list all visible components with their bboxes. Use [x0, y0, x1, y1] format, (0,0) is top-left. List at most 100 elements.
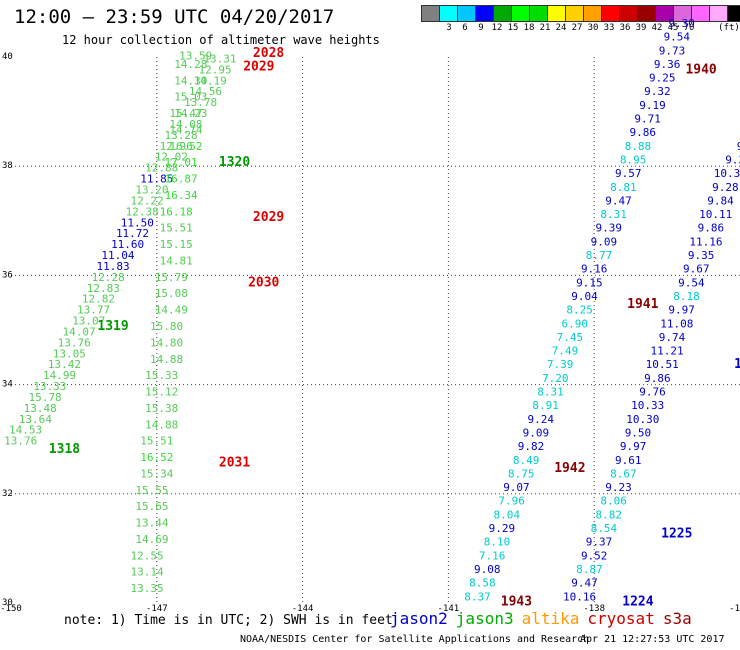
wave-height-value: 9.35: [688, 249, 715, 262]
wave-height-value: 12.83: [87, 282, 120, 295]
wave-height-value: 8.91: [532, 399, 559, 412]
wave-height-value: 15.03: [174, 91, 207, 104]
color-scale-label: 9: [478, 23, 484, 33]
wave-height-value: 13.77: [77, 304, 110, 317]
wave-height-value: 8.67: [610, 467, 637, 480]
color-scale-label: 12: [491, 23, 503, 33]
wave-height-value: 10.32: [714, 167, 740, 180]
wave-height-value: 12.55: [131, 549, 164, 562]
pass-time-label: 1225: [661, 526, 692, 541]
wave-height-value: 9.97: [668, 304, 695, 317]
wave-height-value: 10.11: [699, 208, 732, 221]
wave-height-value: 7.96: [498, 495, 525, 508]
wave-height-value: 7.20: [542, 372, 569, 385]
wave-height-value: 14.74: [169, 123, 202, 136]
x-axis-ticks: -150 -147 -144 -141 -138 -135: [0, 604, 740, 614]
color-scale-label: 36: [619, 23, 631, 33]
wave-height-value: 15.80: [150, 320, 183, 333]
wave-height-value: 9.47: [605, 194, 632, 207]
wave-height-value: 13.76: [58, 336, 91, 349]
y-axis-ticks: 30 32 34 36 38 40: [2, 52, 13, 608]
wave-height-value: 11.08: [660, 317, 693, 330]
wave-height-value: 15.65: [135, 500, 168, 513]
wave-height-value: 8.04: [493, 508, 520, 521]
wave-height-value: 16.34: [165, 189, 198, 202]
wave-height-value: 13.76: [4, 435, 37, 448]
grid-lines: [11, 57, 740, 603]
wave-height-value: 16.18: [160, 205, 193, 218]
wave-height-value: 8.31: [537, 386, 564, 399]
wave-height-value: 12.02: [155, 151, 188, 164]
wave-height-value: 9.04: [571, 290, 598, 303]
wave-height-value: 14.07: [62, 325, 95, 338]
wave-height-value: 12.22: [131, 194, 164, 207]
wave-height-value: 14.80: [150, 336, 183, 349]
y-tick-label: 36: [2, 270, 13, 280]
wave-height-value: 11.21: [651, 345, 684, 358]
wave-height-value: 9.28: [712, 181, 739, 194]
wave-height-value: 11.72: [116, 227, 149, 240]
wave-height-value: 10.16: [563, 590, 596, 603]
wave-height-value: 8.87: [576, 563, 603, 576]
wave-height-value: 13.28: [165, 129, 198, 142]
wave-height-value: 7.39: [547, 358, 574, 371]
wave-height-value: 15.51: [140, 435, 173, 448]
wave-height-value: 14.99: [43, 369, 76, 382]
wave-height-value: 8.88: [625, 140, 652, 153]
wave-height-value: 12.28: [92, 271, 125, 284]
wave-height-value: 8.77: [586, 249, 613, 262]
wave-height-value: 9: [737, 140, 740, 153]
wave-height-value: 11.85: [140, 173, 173, 186]
x-tick-label: -141: [438, 604, 460, 614]
wave-height-value: 15.47: [169, 107, 202, 120]
wave-height-value: 8.37: [464, 590, 491, 603]
pass-time-label: 1943: [501, 595, 532, 610]
wave-height-value: 10.30: [626, 413, 659, 426]
wave-height-value: 8.25: [566, 304, 593, 317]
color-scale-labels: 3 6 9 12 15 18 21 24 27 30 33 36 39 42 45 70 (ft): [421, 23, 740, 35]
color-scale-label: (ft): [718, 23, 740, 33]
color-scale-label: 45: [667, 23, 679, 33]
color-scale-label: 70: [683, 23, 695, 33]
footnote: note: 1) Time is in UTC; 2) SWH is in fe…: [64, 613, 393, 628]
wave-height-value: 9.82: [518, 440, 545, 453]
wave-height-value: 9.23: [605, 481, 632, 494]
wave-height-value: 16.52: [169, 140, 202, 153]
wave-height-value: 13.20: [135, 184, 168, 197]
wave-height-value: 12.82: [82, 293, 115, 306]
wave-height-value: 11.50: [121, 216, 154, 229]
color-scale-label: 27: [571, 23, 583, 33]
pass-time-label: 1940: [685, 62, 716, 77]
wave-height-value: 9.07: [503, 481, 530, 494]
wave-height-value: 13.14: [131, 566, 164, 579]
wave-height-value: 8.10: [484, 536, 511, 549]
wave-height-value: 6.90: [562, 317, 589, 330]
wave-height-value: 14.08: [169, 118, 202, 131]
x-tick-label: -150: [0, 604, 22, 614]
legend-item-jason2: jason2: [390, 609, 448, 628]
wave-height-value: 9.30: [668, 17, 695, 30]
wave-height-value: 15.12: [145, 386, 178, 399]
wave-height-value: 14.81: [160, 254, 193, 267]
wave-height-value: 11.16: [689, 235, 722, 248]
x-tick-label: -135: [729, 604, 740, 614]
wave-height-value: 9.47: [571, 577, 598, 590]
wave-height-value: 9.09: [523, 426, 550, 439]
page-title: 12:00 – 23:59 UTC 04/20/2017: [14, 6, 335, 28]
pass-time-label: 1319: [97, 319, 128, 334]
wave-height-value: 15.78: [28, 391, 61, 404]
wave-height-value: 14.30: [174, 74, 207, 87]
wave-height-value: 9.50: [625, 426, 652, 439]
wave-height-value: 11.60: [111, 238, 144, 251]
pass-time-label: 1941: [627, 297, 658, 312]
color-scale-label: 18: [523, 23, 535, 33]
wave-height-value: 8.58: [469, 577, 496, 590]
wave-height-value: 16.87: [165, 173, 198, 186]
y-tick-label: 38: [2, 161, 13, 171]
wave-height-value: 14.49: [155, 304, 188, 317]
wave-height-value: 8.81: [610, 181, 637, 194]
color-scale-label: 15: [507, 23, 519, 33]
wave-height-value: 13.31: [203, 52, 236, 65]
wave-height-value: 8.49: [513, 454, 540, 467]
